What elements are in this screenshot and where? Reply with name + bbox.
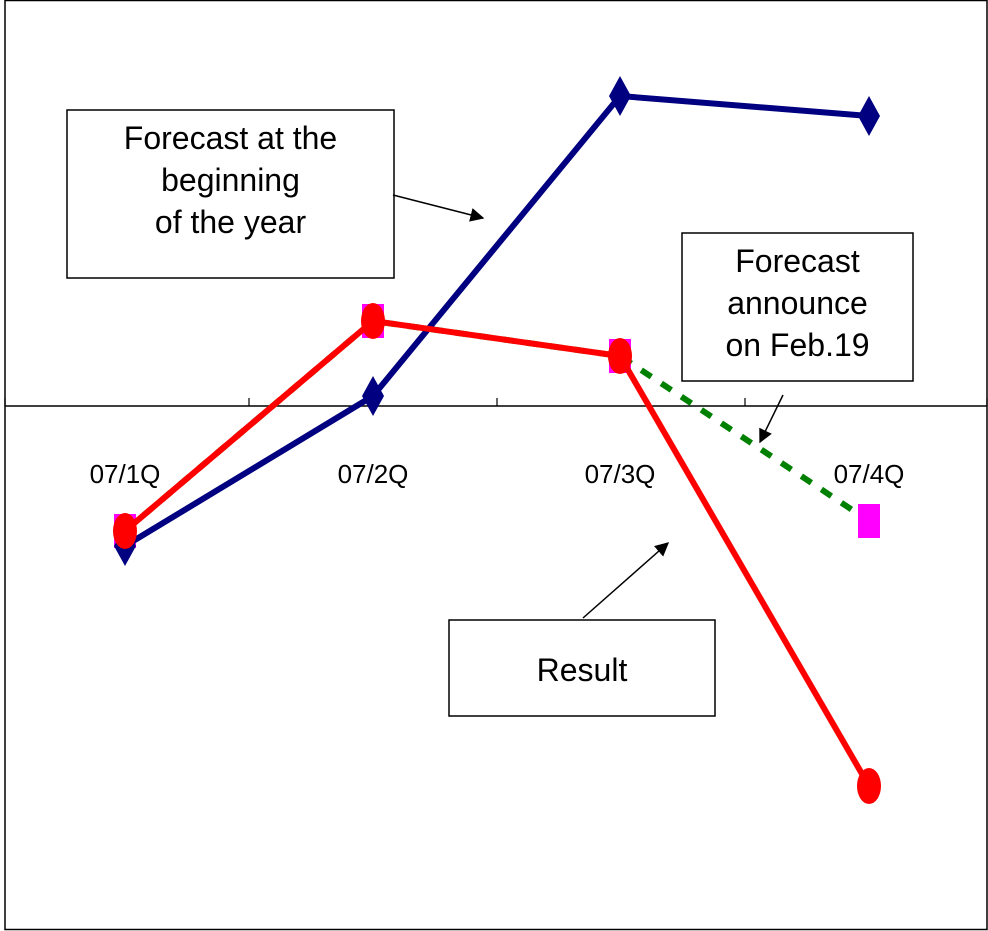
callout-box [681, 232, 914, 382]
callout-text-line: on Feb.19 [725, 327, 869, 363]
data-point-diamond [609, 76, 631, 116]
series-line [123, 318, 872, 788]
data-point-diamond [858, 96, 880, 136]
data-point-circle [113, 513, 137, 549]
x-tick-label: 07/4Q [834, 459, 905, 489]
callout-forecast-feb19: Forecast announce on Feb.19 [681, 232, 914, 444]
series-line [123, 318, 871, 534]
callout-text-line: Forecast at the [124, 120, 337, 156]
callout-arrow [392, 194, 485, 222]
callout-box [66, 109, 395, 279]
callout-text-line: announce [727, 285, 868, 321]
x-tick-label: 07/1Q [90, 459, 161, 489]
callout-text-line: Result [537, 652, 628, 688]
data-point-circle [857, 768, 881, 804]
axis-layer: 07/1Q 07/2Q 07/3Q 07/4Q [4, 398, 988, 489]
callout-result: Result [448, 542, 716, 717]
series-line [123, 93, 870, 549]
callout-text-line: Forecast [735, 243, 860, 279]
data-point-diamond [362, 376, 384, 416]
x-tick-label: 07/3Q [585, 459, 656, 489]
callout-forecast-beginning: Forecast at the beginning of the year [66, 109, 485, 279]
series-layer [113, 76, 881, 804]
callout-arrow [582, 542, 670, 619]
data-point-square [858, 504, 880, 538]
callout-text-line: of the year [155, 204, 307, 240]
data-point-circle [608, 338, 632, 374]
series-result [113, 303, 881, 804]
callout-text-line: beginning [161, 162, 300, 198]
x-tick-label: 07/2Q [338, 459, 409, 489]
callout-arrow [759, 394, 784, 444]
data-point-circle [361, 303, 385, 339]
callout-box [448, 619, 716, 717]
